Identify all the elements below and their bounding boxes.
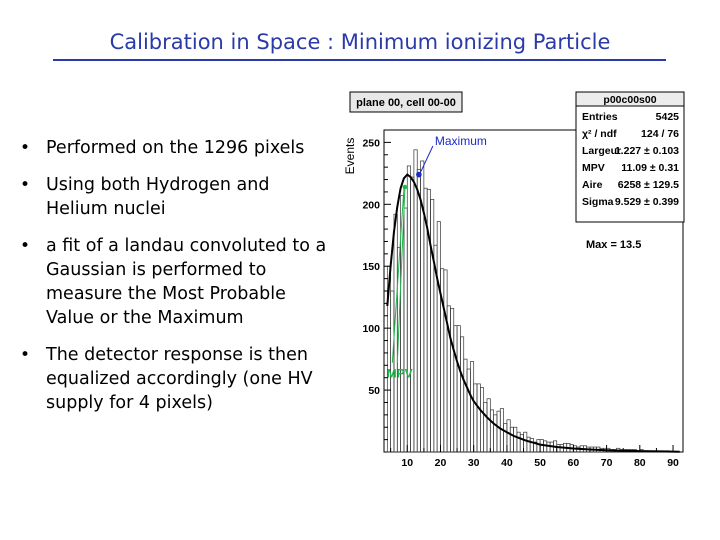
stats-row-value: 9.529 ± 0.399 <box>615 196 679 208</box>
max-value-label: Max = 13.5 <box>586 239 641 251</box>
mpv-marker <box>402 184 408 190</box>
stats-row-label: MPV <box>582 162 605 174</box>
bullet-dot-icon: • <box>20 345 31 365</box>
slide-title: Calibration in Space : Minimum ionizing … <box>109 30 611 54</box>
title-underline <box>53 59 666 61</box>
y-tick-label: 150 <box>362 261 380 273</box>
x-tick-label: 30 <box>468 457 480 469</box>
bullet-dot-icon: • <box>20 175 31 195</box>
stats-title: p00c00s00 <box>603 94 656 106</box>
bullet-item: • The detector response is then equalized… <box>18 343 336 415</box>
bullet-text: a fit of a landau convoluted to a Gaussi… <box>46 236 327 328</box>
x-tick-label: 90 <box>667 457 679 469</box>
stats-row-value: 124 / 76 <box>641 128 679 140</box>
stats-box: p00c00s00 Entries 5425 χ² / ndf 124 / 76 Lar… <box>575 91 685 223</box>
stats-row-label: Largeur <box>582 145 621 157</box>
histogram-figure: plane 00, cell 00-00 Events 10 20 30 40 50 60… <box>338 86 700 486</box>
y-tick-label: 200 <box>362 199 380 211</box>
x-tick-label: 50 <box>534 457 546 469</box>
maximum-pointer <box>420 145 434 172</box>
bullet-dot-icon: • <box>20 236 31 256</box>
bullet-item: • Performed on the 1296 pixels <box>18 136 336 160</box>
bullet-item: • a fit of a landau convoluted to a Gauss… <box>18 234 336 330</box>
bullet-dot-icon: • <box>20 138 31 158</box>
x-tick-label: 20 <box>435 457 447 469</box>
y-tick-label: 250 <box>362 137 380 149</box>
stats-row-label: Entries <box>582 111 618 123</box>
maximum-label: Maximum <box>435 134 487 148</box>
x-tick-label: 80 <box>634 457 646 469</box>
y-tick-label: 100 <box>362 323 380 335</box>
bullet-text: Using both Hydrogen and Helium nuclei <box>46 175 270 219</box>
bullet-list: • Performed on the 1296 pixels • Using bot… <box>18 136 336 428</box>
bullet-text: Performed on the 1296 pixels <box>46 138 305 158</box>
stats-row-label: Aire <box>582 179 603 191</box>
chart-title-box <box>349 91 463 113</box>
x-tick-label: 40 <box>501 457 513 469</box>
fit-curve-line <box>386 173 680 453</box>
mpv-label: MPV <box>387 367 413 381</box>
maximum-marker <box>416 171 422 178</box>
chart-title: plane 00, cell 00-00 <box>356 97 456 109</box>
stats-row-label: χ² / ndf <box>582 128 617 140</box>
x-tick-label: 70 <box>601 457 613 469</box>
stats-row-label: Sigma <box>582 196 614 208</box>
x-tick-label: 10 <box>401 457 413 469</box>
bullet-text: The detector response is then equalized … <box>46 345 313 413</box>
stats-row-value: 11.09 ± 0.31 <box>621 162 679 174</box>
histogram-chart: plane 00, cell 00-00 Events 10 20 30 40 50 60… <box>343 91 685 469</box>
bullet-item: • Using both Hydrogen and Helium nuclei <box>18 173 336 221</box>
y-tick-label: 50 <box>368 385 380 397</box>
stats-row-value: 1.227 ± 0.103 <box>615 145 679 157</box>
stats-row-value: 5425 <box>656 111 680 123</box>
x-tick-label: 60 <box>568 457 580 469</box>
mpv-pointer <box>396 189 406 363</box>
mpv-pointer <box>391 189 405 363</box>
stats-row-value: 6258 ± 129.5 <box>618 179 679 191</box>
y-axis-label: Events <box>343 138 357 175</box>
